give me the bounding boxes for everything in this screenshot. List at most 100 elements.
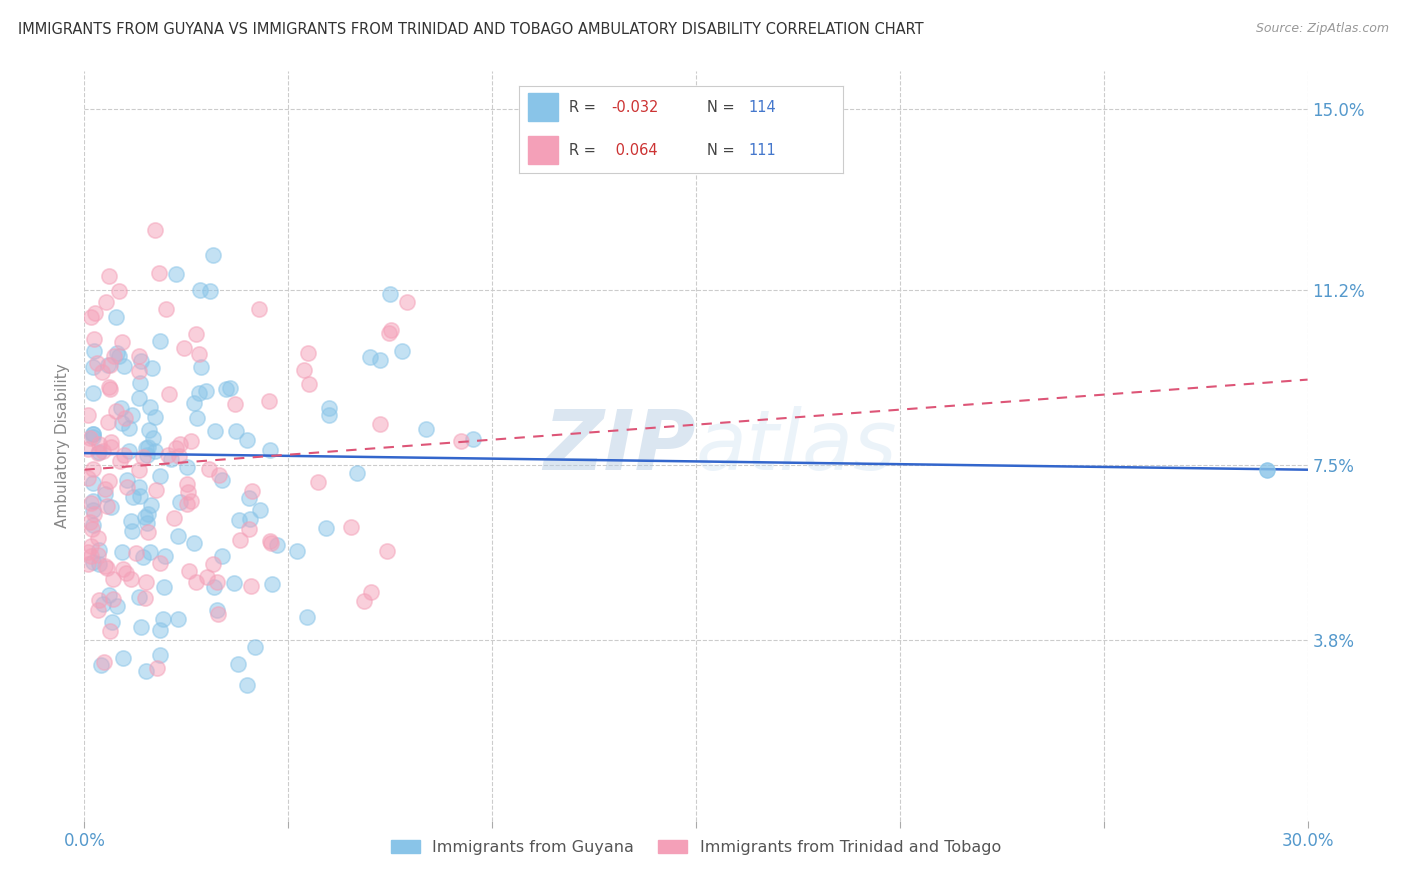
- Point: [315, 521, 337, 535]
- Point: [153, 580, 176, 594]
- Point: [83, 507, 105, 521]
- Point: [93, 559, 115, 574]
- Point: [98, 624, 121, 638]
- Point: [82, 427, 104, 442]
- Point: [115, 480, 138, 494]
- Point: [184, 326, 207, 341]
- Text: IMMIGRANTS FROM GUYANA VS IMMIGRANTS FROM TRINIDAD AND TOBAGO AMBULATORY DISABIL: IMMIGRANTS FROM GUYANA VS IMMIGRANTS FRO…: [18, 22, 924, 37]
- Point: [148, 266, 170, 280]
- Point: [108, 349, 131, 363]
- Point: [149, 468, 172, 483]
- Point: [201, 557, 224, 571]
- Text: ZIP: ZIP: [543, 406, 696, 486]
- Point: [79, 310, 101, 324]
- Point: [105, 346, 128, 360]
- Point: [89, 557, 111, 571]
- Point: [128, 480, 150, 494]
- Point: [97, 269, 120, 284]
- Point: [129, 620, 152, 634]
- Point: [149, 648, 172, 662]
- Point: [105, 599, 128, 613]
- Point: [93, 444, 115, 458]
- Point: [149, 334, 172, 348]
- Point: [224, 397, 246, 411]
- Point: [97, 415, 120, 429]
- Point: [100, 615, 122, 630]
- Point: [89, 437, 111, 451]
- Point: [128, 364, 150, 378]
- Point: [134, 591, 156, 605]
- Point: [136, 516, 159, 530]
- Legend: Immigrants from Guyana, Immigrants from Trinidad and Tobago: Immigrants from Guyana, Immigrants from …: [384, 833, 1008, 862]
- Point: [318, 401, 340, 415]
- Point: [353, 594, 375, 608]
- Point: [128, 463, 150, 477]
- Point: [247, 302, 270, 317]
- Point: [100, 500, 122, 514]
- Point: [165, 268, 187, 282]
- Point: [77, 558, 100, 572]
- Point: [82, 494, 104, 508]
- Point: [89, 593, 111, 607]
- Point: [90, 365, 112, 379]
- Point: [79, 515, 101, 529]
- Point: [128, 590, 150, 604]
- Point: [83, 344, 105, 359]
- Point: [103, 349, 125, 363]
- Point: [121, 524, 143, 538]
- Point: [136, 441, 159, 455]
- Point: [249, 502, 271, 516]
- Text: atlas: atlas: [696, 406, 897, 486]
- Point: [86, 602, 108, 616]
- Point: [108, 284, 131, 298]
- Point: [136, 448, 159, 462]
- Point: [111, 650, 134, 665]
- Point: [96, 295, 118, 310]
- Point: [380, 322, 402, 336]
- Point: [93, 487, 115, 501]
- Point: [225, 424, 247, 438]
- Point: [197, 461, 219, 475]
- Point: [340, 520, 363, 534]
- Point: [204, 424, 226, 438]
- Point: [1256, 463, 1278, 477]
- Point: [129, 490, 152, 504]
- Point: [222, 576, 245, 591]
- Point: [83, 332, 105, 346]
- Point: [90, 657, 112, 672]
- Point: [243, 640, 266, 655]
- Point: [141, 361, 163, 376]
- Point: [79, 431, 101, 445]
- Point: [111, 562, 134, 576]
- Point: [285, 544, 308, 558]
- Point: [375, 544, 398, 558]
- Point: [128, 349, 150, 363]
- Point: [129, 376, 152, 390]
- Point: [146, 660, 169, 674]
- Point: [139, 545, 162, 559]
- Point: [135, 574, 157, 589]
- Point: [114, 411, 136, 425]
- Point: [149, 556, 172, 570]
- Point: [370, 417, 392, 432]
- Point: [77, 471, 100, 485]
- Point: [202, 247, 225, 261]
- Point: [121, 408, 143, 422]
- Point: [138, 423, 160, 437]
- Point: [259, 533, 281, 548]
- Point: [160, 452, 183, 467]
- Point: [80, 522, 103, 536]
- Point: [190, 360, 212, 375]
- Point: [226, 657, 249, 672]
- Point: [82, 360, 104, 375]
- Point: [260, 536, 283, 550]
- Point: [176, 477, 198, 491]
- Point: [82, 462, 104, 476]
- Point: [79, 539, 101, 553]
- Point: [120, 572, 142, 586]
- Point: [235, 433, 257, 447]
- Point: [118, 421, 141, 435]
- Point: [77, 409, 100, 423]
- Point: [188, 347, 211, 361]
- Point: [167, 449, 190, 463]
